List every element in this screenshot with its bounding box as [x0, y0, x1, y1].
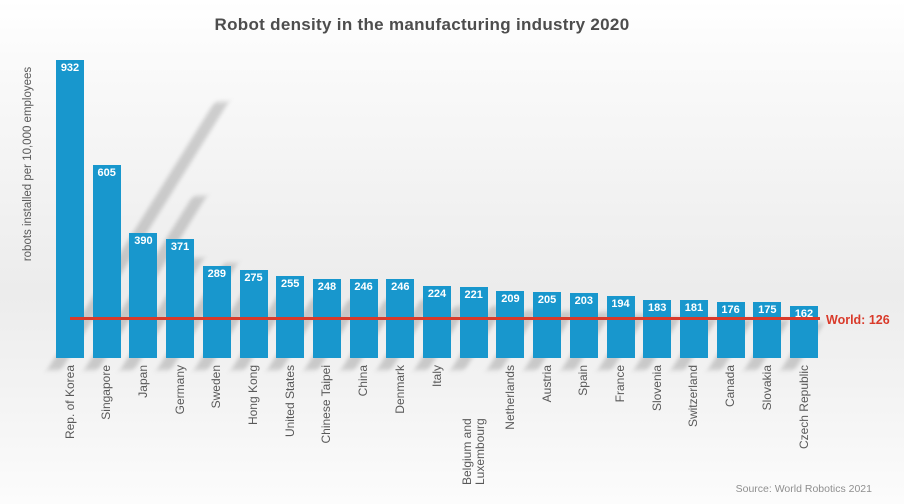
x-axis-label-text: Sweden: [209, 365, 224, 409]
x-axis-label: Spain: [566, 365, 602, 485]
bar: 162: [790, 306, 818, 358]
bar: 390: [129, 233, 158, 358]
world-average-line: [70, 316, 820, 320]
bar: 175: [753, 302, 782, 358]
bar-value-label: 289: [207, 267, 226, 280]
bar-value-label: 248: [317, 280, 337, 293]
x-axis-label: France: [603, 365, 639, 485]
bar: 194: [606, 295, 635, 358]
y-axis-label: robots installed per 10,000 employees: [22, 66, 34, 262]
x-axis-label: Austria: [529, 365, 565, 485]
bar: 203: [569, 293, 598, 358]
x-axis-label-text: Austria: [539, 365, 554, 403]
bar-value-label: 162: [794, 308, 814, 321]
bar: 205: [533, 292, 562, 358]
x-axis-label: Rep. of Korea: [52, 365, 88, 485]
bar-value-label: 175: [758, 304, 777, 317]
bar-value-label: 181: [684, 302, 704, 315]
bar-value-label: 255: [281, 278, 300, 291]
x-axis-label: Denmark: [382, 365, 418, 485]
bar-value-label: 275: [244, 272, 263, 285]
bar-value-label: 194: [611, 297, 630, 310]
x-axis-label: Canada: [713, 365, 749, 485]
bar: 183: [643, 299, 672, 358]
x-axis-label: Slovenia: [639, 365, 675, 485]
bar-value-label: 221: [464, 289, 483, 302]
x-axis-label-text: Germany: [172, 365, 187, 415]
x-axis-label: Germany: [162, 365, 198, 485]
x-axis-label-text: Denmark: [392, 365, 407, 414]
bar-value-label: 932: [60, 62, 80, 74]
bar: 176: [716, 301, 745, 358]
x-axis-label: China: [346, 365, 382, 485]
x-axis-label: Netherlands: [492, 365, 528, 485]
x-axis-label: United States: [272, 365, 308, 485]
x-axis-label: Czech Republic: [786, 365, 822, 485]
x-axis-label: Chinese Taipei: [309, 365, 345, 485]
bar-value-label: 183: [648, 301, 667, 314]
x-axis-label: Sweden: [199, 365, 235, 485]
x-axis-label-text: Japan: [135, 365, 150, 398]
bar: 932: [56, 60, 84, 358]
bar: 289: [202, 265, 231, 358]
bar-value-label: 246: [391, 281, 410, 294]
x-axis-label-text: Slovenia: [649, 365, 664, 412]
bar-value-label: 176: [721, 303, 740, 316]
bar-value-label: 205: [537, 294, 557, 307]
x-axis-label: Switzerland: [676, 365, 712, 485]
world-average-label: World: 126: [826, 312, 890, 327]
x-axis-label-text: Chinese Taipei: [319, 365, 334, 444]
x-axis-label-text: Spain: [576, 365, 591, 396]
x-axis-label-text: Switzerland: [686, 365, 701, 428]
plot-area: 932 605 390 371 289 275 255 248 246 246 224 221 209 2…: [47, 60, 890, 370]
x-axis-labels: Rep. of Korea Singapore Japan Germany Sweden…: [56, 365, 818, 487]
x-axis-label-text: Italy: [429, 365, 444, 388]
x-axis-label: Singapore: [89, 365, 125, 485]
bar: 371: [166, 239, 195, 358]
x-axis-label-text: France: [613, 365, 627, 403]
x-axis-label: Italy: [419, 365, 455, 485]
source-note: Source: World Robotics 2021: [735, 483, 872, 495]
bar: 275: [239, 270, 268, 358]
bar: 224: [423, 286, 451, 358]
x-axis-label-text: China: [356, 365, 371, 397]
x-axis-label-text: Rep. of Korea: [62, 365, 77, 440]
x-axis-label-text: Czech Republic: [796, 365, 811, 450]
chart-title: Robot density in the manufacturing indus…: [214, 15, 630, 34]
x-axis-label: Belgium and Luxembourg: [456, 365, 492, 485]
bar-value-label: 390: [134, 235, 153, 248]
bar-value-label: 224: [427, 288, 447, 301]
x-axis-label-text: Netherlands: [502, 365, 517, 430]
x-axis-label-text: Belgium and Luxembourg: [459, 418, 487, 485]
bar-value-label: 246: [354, 281, 373, 294]
x-axis-label-text: Slovakia: [759, 365, 774, 411]
bar: 221: [459, 287, 488, 358]
x-axis-label-text: Canada: [723, 365, 738, 408]
x-axis-label-text: Hong Kong: [246, 365, 260, 426]
bar-value-label: 209: [501, 293, 520, 306]
x-axis-label: Japan: [125, 365, 161, 485]
x-axis-label-text: Singapore: [99, 365, 114, 420]
x-axis-label: Slovakia: [749, 365, 785, 485]
x-axis-label: Hong Kong: [236, 365, 272, 485]
bar-value-label: 371: [170, 241, 190, 254]
bars-layer: 932 605 390 371 289 275 255 248 246 246 224 221 209 2…: [56, 60, 818, 358]
bar: 181: [679, 300, 708, 358]
bar: 209: [496, 291, 525, 358]
x-axis-label-text: United States: [282, 365, 297, 438]
bar-value-label: 605: [97, 166, 116, 179]
bar-value-label: 203: [574, 295, 593, 308]
bar: 605: [92, 164, 121, 358]
